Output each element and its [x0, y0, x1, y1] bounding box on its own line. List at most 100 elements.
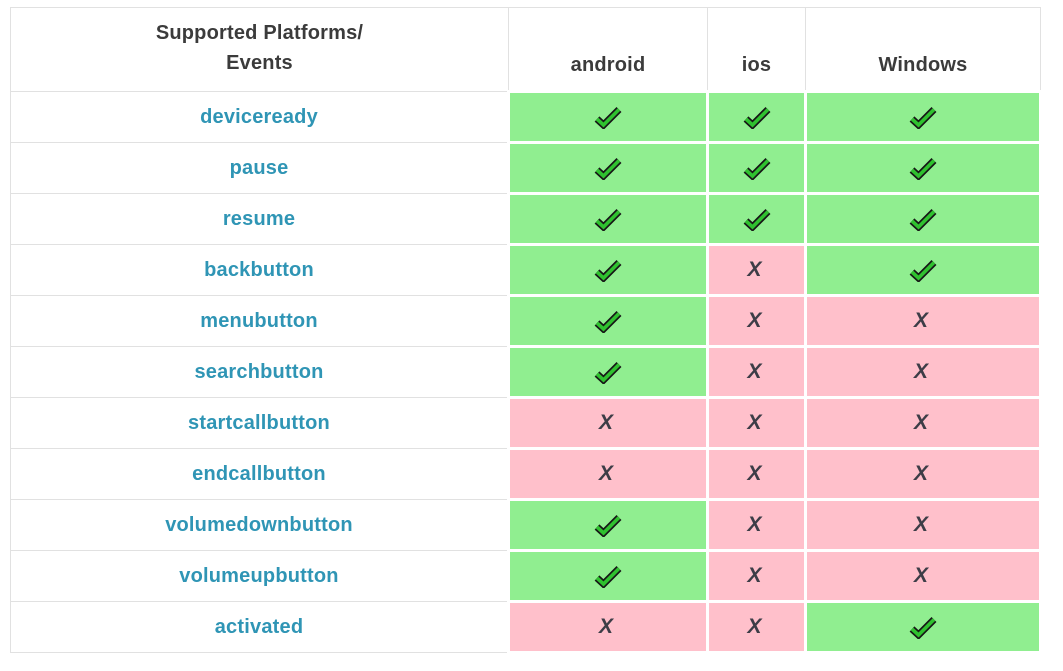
- support-cell-windows: X: [804, 294, 1042, 348]
- table-header: Supported Platforms/ Events android ios …: [10, 7, 1041, 92]
- x-icon: X: [913, 360, 928, 383]
- x-icon: X: [747, 462, 762, 485]
- event-link[interactable]: volumedownbutton: [165, 513, 353, 536]
- events-header-line1: Supported Platforms/: [155, 22, 364, 44]
- event-link[interactable]: searchbutton: [194, 360, 324, 383]
- x-icon: X: [598, 462, 613, 485]
- table-row: endcallbutton X X X: [10, 447, 1042, 501]
- support-cell-ios: X: [706, 243, 807, 297]
- support-cell-ios: X: [706, 600, 807, 654]
- event-link[interactable]: deviceready: [200, 105, 318, 128]
- event-link[interactable]: activated: [214, 615, 304, 638]
- event-cell: resume: [10, 193, 509, 245]
- table-row: searchbutton X X: [10, 345, 1042, 399]
- support-cell-android: [507, 549, 709, 603]
- platform-header-ios: ios: [707, 7, 806, 92]
- check-icon: [908, 106, 938, 129]
- event-link[interactable]: volumeupbutton: [179, 564, 339, 587]
- header-row: Supported Platforms/ Events android ios …: [10, 7, 1041, 92]
- event-link[interactable]: resume: [222, 207, 296, 230]
- support-cell-windows: X: [804, 549, 1042, 603]
- x-icon: X: [913, 462, 928, 485]
- x-icon: X: [913, 411, 928, 434]
- support-cell-android: [507, 498, 709, 552]
- table-row: deviceready: [10, 90, 1042, 144]
- check-icon: [593, 514, 623, 537]
- check-icon: [742, 208, 772, 231]
- event-link[interactable]: endcallbutton: [192, 462, 326, 485]
- x-icon: X: [747, 513, 762, 536]
- support-cell-ios: [706, 192, 807, 246]
- x-icon: X: [747, 258, 762, 281]
- support-cell-android: [507, 90, 709, 144]
- x-icon: X: [747, 411, 762, 434]
- event-cell: menubutton: [10, 295, 509, 347]
- support-cell-ios: X: [706, 396, 807, 450]
- table-row: resume: [10, 192, 1042, 246]
- support-cell-ios: X: [706, 345, 807, 399]
- support-cell-android: [507, 192, 709, 246]
- event-cell: endcallbutton: [10, 448, 509, 500]
- support-cell-android: X: [507, 447, 709, 501]
- support-cell-android: [507, 345, 709, 399]
- event-link[interactable]: backbutton: [204, 258, 314, 281]
- x-icon: X: [598, 615, 613, 638]
- check-icon: [593, 565, 623, 588]
- support-cell-android: [507, 141, 709, 195]
- event-cell: deviceready: [10, 91, 509, 143]
- check-icon: [593, 208, 623, 231]
- support-cell-windows: X: [804, 396, 1042, 450]
- table-row: backbutton X: [10, 243, 1042, 297]
- event-cell: volumedownbutton: [10, 499, 509, 551]
- table-row: volumedownbutton X X: [10, 498, 1042, 552]
- event-cell: volumeupbutton: [10, 550, 509, 602]
- check-icon: [908, 616, 938, 639]
- support-cell-android: X: [507, 600, 709, 654]
- support-cell-windows: [804, 90, 1042, 144]
- table-row: menubutton X X: [10, 294, 1042, 348]
- event-cell: searchbutton: [10, 346, 509, 398]
- support-cell-windows: [804, 141, 1042, 195]
- x-icon: X: [913, 309, 928, 332]
- x-icon: X: [747, 360, 762, 383]
- support-cell-ios: X: [706, 498, 807, 552]
- check-icon: [593, 361, 623, 384]
- events-header-line2: Events: [226, 52, 293, 74]
- support-cell-windows: X: [804, 498, 1042, 552]
- support-cell-android: [507, 243, 709, 297]
- check-icon: [593, 310, 623, 333]
- platform-header-windows: Windows: [805, 7, 1041, 92]
- event-cell: activated: [10, 601, 509, 653]
- event-cell: pause: [10, 142, 509, 194]
- support-cell-ios: [706, 141, 807, 195]
- table-row: pause: [10, 141, 1042, 195]
- check-icon: [593, 157, 623, 180]
- x-icon: X: [913, 513, 928, 536]
- x-icon: X: [747, 564, 762, 587]
- events-column-header: Supported Platforms/ Events: [10, 7, 509, 92]
- check-icon: [908, 157, 938, 180]
- check-icon: [742, 106, 772, 129]
- support-cell-ios: [706, 90, 807, 144]
- check-icon: [593, 259, 623, 282]
- event-link[interactable]: menubutton: [200, 309, 318, 332]
- check-icon: [593, 106, 623, 129]
- support-cell-windows: X: [804, 345, 1042, 399]
- x-icon: X: [747, 615, 762, 638]
- check-icon: [908, 259, 938, 282]
- table-row: activated X X: [10, 600, 1042, 654]
- event-cell: startcallbutton: [10, 397, 509, 449]
- support-cell-windows: X: [804, 447, 1042, 501]
- support-cell-android: [507, 294, 709, 348]
- support-cell-windows: [804, 243, 1042, 297]
- x-icon: X: [598, 411, 613, 434]
- event-link[interactable]: startcallbutton: [188, 411, 330, 434]
- check-icon: [908, 208, 938, 231]
- support-cell-ios: X: [706, 549, 807, 603]
- table-row: volumeupbutton X X: [10, 549, 1042, 603]
- x-icon: X: [913, 564, 928, 587]
- event-link[interactable]: pause: [229, 156, 289, 179]
- platform-support-table: Supported Platforms/ Events android ios …: [10, 7, 1042, 654]
- platform-header-android: android: [508, 7, 708, 92]
